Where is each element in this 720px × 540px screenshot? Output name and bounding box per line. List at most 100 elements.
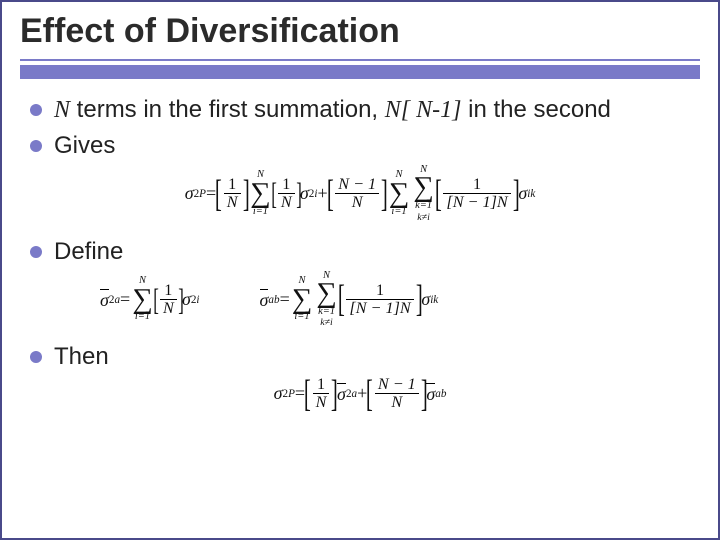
sum-sigma-icon: ∑ [316,281,337,307]
content-area: N terms in the first summation, N[ N-1] … [2,81,718,435]
num: N − 1 [375,376,419,393]
italic-var: N[ N-1] [385,97,462,123]
sym-sigma: σ [274,383,283,404]
bullet-item: N terms in the first summation, N[ N-1] … [30,95,690,125]
bullet-icon [30,104,42,116]
text-run: [N − 1] [446,193,497,211]
frac-1-Nm1N: 1 [N − 1]N [443,176,510,211]
bracket-right: ] [416,283,423,315]
sum-sigma-icon: ∑ [132,287,153,313]
bracket-right: ] [381,178,388,210]
sum-lower: k=1 [415,201,432,211]
bracket-right: ] [178,287,184,313]
formula-sigmabar-a: σ2a = N ∑ i=1 [ 1 N ] σ2i [100,271,200,329]
bracket-right: ] [242,178,249,210]
overline: σ [260,289,269,311]
bracket-right: ] [513,178,520,210]
text-run: N [400,299,411,317]
frac-1-N: 1 N [224,176,241,211]
sum-sigma-icon: ∑ [413,175,434,201]
bracket-left: [ [215,178,222,210]
den: N [224,194,241,211]
formula-sigmaP2: σ2P = [ 1 N ] N ∑ i=1 [ 1 [185,165,536,223]
frac-1-N: 1 N [278,176,295,211]
slide-frame: Effect of Diversification N terms in the… [0,0,720,540]
sum-k: N ∑ k=1 [413,165,434,212]
sum-sigma-icon: ∑ [292,287,313,313]
bracket-left: [ [153,287,159,313]
den: N [349,194,366,211]
bracket-left: [ [366,378,373,410]
bracket-left: [ [435,178,442,210]
formula-row: σ2a = N ∑ i=1 [ 1 N ] σ2i σab = [30,271,690,329]
frac-Nm1-N: N − 1 N [335,176,379,211]
num: 1 [279,176,293,193]
text-run: N [497,193,508,211]
bullet-item: Gives [30,131,690,161]
title-rule-thin [20,59,700,61]
bullet-icon [30,246,42,258]
title-rule [20,59,700,81]
sym-sigma: σ [426,384,435,404]
title-rule-thick [20,65,700,79]
bullet-icon [30,351,42,363]
title-area: Effect of Diversification [2,2,718,81]
sum-i: N ∑ i=1 [132,276,153,323]
sum-lower: i=1 [135,312,150,322]
sym-sigma: σ [260,290,269,310]
sum-lower: i=1 [391,207,406,217]
sum-i: N ∑ i=1 [250,170,271,217]
sum-lower: k=1 [318,307,335,317]
sum-i: N ∑ i=1 [292,276,313,323]
sym-eq: = [280,289,290,310]
bullet-text: Gives [54,131,115,161]
den: [N − 1]N [443,194,510,211]
overline: σ [100,289,109,311]
frac-1-N: 1 N [160,282,177,317]
sum-sigma-icon: ∑ [389,181,410,207]
text-run: in the second [461,96,610,123]
sum-k-col: N ∑ k=1 k≠i [411,165,436,223]
overline: σ [337,383,346,405]
overline: σ [426,383,435,405]
bracket-left: [ [338,283,345,315]
bullet-item: Then [30,342,690,372]
sum-lower: i=1 [253,207,268,217]
den: N [160,300,177,317]
num: 1 [314,376,328,393]
num: N − 1 [335,176,379,193]
bracket-left: [ [304,378,311,410]
num: 1 [161,282,175,299]
formula-sigmaP2-final: σ2P = [ 1 N ] σ2a + [ N − 1 N ] σa [274,376,447,411]
bracket-right: ] [296,181,302,207]
num: 1 [373,282,387,299]
sum-lower: i=1 [294,312,309,322]
formula-row: σ2P = [ 1 N ] σ2a + [ N − 1 N ] σa [30,376,690,411]
sum-k: N ∑ k=1 [316,271,337,318]
sum-i: N ∑ i=1 [389,170,410,217]
den: N [388,394,405,411]
sym-eq: = [120,289,130,310]
sum-constraint: k≠i [417,213,430,223]
frac-Nm1-N: N − 1 N [375,376,419,411]
bracket-left: [ [326,178,333,210]
sum-sigma-icon: ∑ [250,181,271,207]
bullet-item: Define [30,237,690,267]
den: N [313,394,330,411]
bullet-text: Define [54,237,123,267]
sym-sigma: σ [185,183,194,204]
sym-sigma: σ [337,384,346,404]
bullet-icon [30,140,42,152]
formula-row: σ2P = [ 1 N ] N ∑ i=1 [ 1 [30,165,690,223]
bullet-text: Then [54,342,109,372]
sym-sigma: σ [100,290,109,310]
sum-k-col: N ∑ k=1 k≠i [314,271,339,329]
formula-sigmabar-ab: σab = N ∑ i=1 N ∑ k=1 k≠i [ 1 [260,271,439,329]
frac-1-N: 1 N [313,376,330,411]
den: [N − 1]N [346,300,413,317]
text-run: terms in the first summation, [70,96,385,123]
bracket-left: [ [271,181,277,207]
italic-var: N [54,97,70,123]
den: N [278,194,295,211]
sum-constraint: k≠i [320,318,333,328]
